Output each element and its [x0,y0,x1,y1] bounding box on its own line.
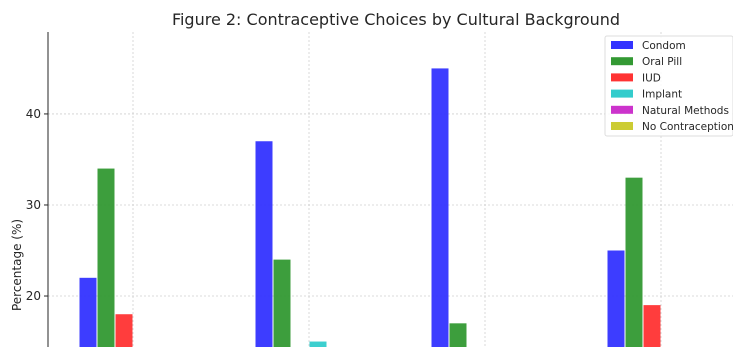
y-tick-label: 30 [26,198,41,212]
legend-swatch-iud [611,73,633,82]
bar-iud [643,305,661,347]
legend-swatch-condom [611,41,633,49]
y-ticks: 20 30 40 [26,107,48,303]
bar-oral-pill [449,323,467,347]
bars [79,68,661,347]
bar-condom [607,250,625,347]
legend-box [604,35,733,137]
legend-label-condom: Condom [642,40,686,52]
legend-label-natural-methods: Natural Methods [642,105,729,117]
bar-implant [309,341,327,347]
y-axis-label: Percentage (%) [10,219,24,311]
y-tick-label: 40 [26,107,41,121]
bar-oral-pill [625,177,643,347]
legend-label-no-contraception: No Contraception [642,121,733,133]
legend-swatch-natural-methods [611,105,633,114]
legend-label-implant: Implant [642,89,682,101]
bar-condom [79,277,97,347]
legend-swatch-oral-pill [611,57,633,66]
legend-swatch-no-contraception [611,122,633,130]
bar-oral-pill [97,168,115,347]
y-tick-label: 20 [26,289,41,303]
bar-oral-pill [273,259,291,347]
bar-iud [115,314,133,347]
bar-condom [431,68,449,347]
bar-condom [255,141,273,347]
legend-label-oral-pill: Oral Pill [642,56,682,68]
legend-label-iud: IUD [642,72,661,84]
legend: Condom Oral Pill IUD Implant Natural Methods… [604,35,733,137]
chart-title: Figure 2: Contraceptive Choices by Cultu… [172,10,620,29]
legend-swatch-implant [611,89,633,98]
